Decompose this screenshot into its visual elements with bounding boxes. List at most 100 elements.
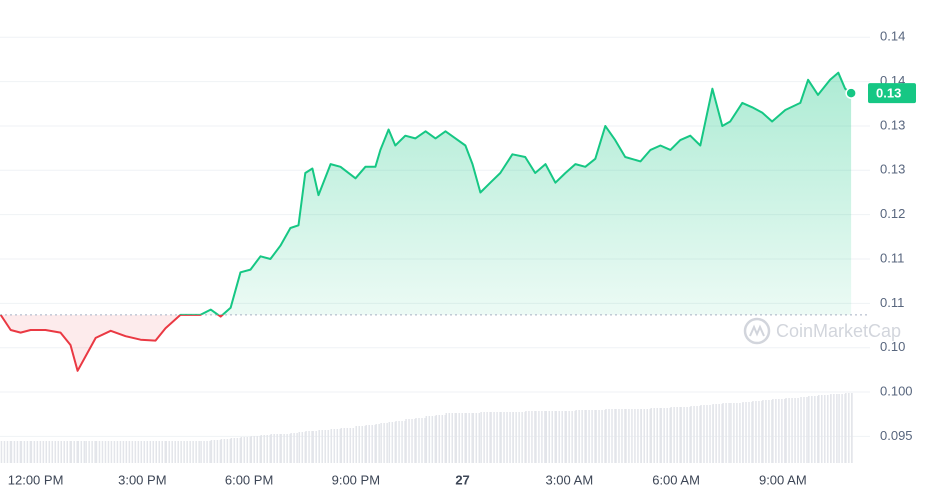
volume-stripe <box>10 441 13 463</box>
y-tick-label: 0.13 <box>880 162 905 177</box>
volume-stripe <box>458 413 460 463</box>
volume-bar <box>388 422 397 463</box>
volume-bar <box>525 411 536 463</box>
volume-stripe <box>574 411 576 463</box>
volume-stripe <box>104 441 107 463</box>
volume-bar <box>680 407 691 463</box>
volume-stripe <box>368 425 370 463</box>
volume-stripe <box>198 441 200 463</box>
volume-stripe <box>180 441 182 463</box>
volume-stripe <box>761 401 763 463</box>
volume-stripe <box>471 413 473 463</box>
volume-stripe <box>315 431 317 463</box>
volume-stripe <box>283 434 285 463</box>
volume-stripe <box>755 401 757 463</box>
volume-stripe <box>91 441 93 463</box>
volume-bar <box>180 441 200 463</box>
volume-stripe <box>454 413 456 463</box>
volume-stripe <box>765 400 767 463</box>
volume-bar <box>851 393 853 463</box>
volume-stripe <box>733 403 735 463</box>
volume-stripe <box>155 441 157 463</box>
volume-stripe <box>595 410 597 463</box>
volume-stripe <box>358 426 360 463</box>
volume-stripe <box>308 431 310 463</box>
volume-stripe <box>239 438 242 463</box>
volume-stripe <box>528 411 530 463</box>
volume-stripe <box>69 441 71 463</box>
volume-stripe <box>189 441 191 463</box>
volume-bar <box>585 410 596 463</box>
volume-stripe <box>836 394 838 463</box>
volume-stripe <box>383 423 385 463</box>
volume-stripe <box>388 422 391 463</box>
volume-stripe <box>336 429 339 463</box>
volume-bar <box>640 409 651 463</box>
volume-stripe <box>128 441 131 463</box>
volume-stripe <box>305 431 307 463</box>
volume-bar <box>95 441 110 463</box>
volume-bar <box>365 425 376 463</box>
volume-stripe <box>229 439 232 463</box>
volume-stripe <box>371 425 373 463</box>
volume-stripe <box>693 406 695 463</box>
volume-stripe <box>233 438 236 463</box>
volume-stripe <box>161 441 163 463</box>
volume-stripe <box>788 398 790 463</box>
volume-stripe <box>36 441 39 463</box>
volume-stripe <box>605 409 607 463</box>
volume-stripe <box>503 412 505 463</box>
volume-stripe <box>535 411 537 463</box>
volume-stripe <box>653 408 655 463</box>
volume-stripe <box>311 431 313 463</box>
volume-stripe <box>643 409 645 463</box>
volume-stripe <box>431 416 434 463</box>
volume-stripe <box>745 402 747 463</box>
volume-stripe <box>821 395 823 463</box>
volume-stripe <box>604 410 606 463</box>
volume-stripe <box>518 412 520 463</box>
volume-stripe <box>534 411 536 463</box>
volume-stripe <box>611 409 613 463</box>
volume-bar <box>615 409 626 463</box>
volume-bar <box>340 428 355 463</box>
volume-stripe <box>355 426 357 463</box>
volume-stripe <box>206 441 208 463</box>
volume-bar <box>575 410 586 463</box>
volume-stripe <box>621 409 623 463</box>
x-tick-label: 3:00 PM <box>118 472 166 487</box>
volume-stripe <box>51 441 54 463</box>
price-badge <box>868 83 916 104</box>
volume-stripe <box>29 441 32 463</box>
volume-stripe <box>541 411 543 463</box>
volume-stripe <box>375 424 377 463</box>
volume-stripe <box>525 411 527 463</box>
volume-stripe <box>164 441 166 463</box>
volume-stripe <box>680 407 682 463</box>
volume-stripe <box>551 411 553 463</box>
volume-stripe <box>394 422 397 463</box>
volume-stripe <box>333 429 336 463</box>
volume-stripe <box>730 403 732 463</box>
volume-stripe <box>591 410 593 463</box>
volume-stripe <box>183 441 185 463</box>
volume-stripe <box>137 441 140 463</box>
volume-stripe <box>23 441 26 463</box>
volume-bar <box>465 413 473 463</box>
volume-stripe <box>803 397 805 463</box>
volume-stripe <box>42 441 45 463</box>
volume-stripe <box>16 441 19 463</box>
volume-bar <box>595 410 606 463</box>
volume-stripe <box>830 394 832 463</box>
x-tick-label: 9:00 AM <box>759 472 807 487</box>
volume-bar <box>752 401 763 463</box>
volume-stripe <box>438 415 441 463</box>
volume-bar <box>125 441 140 463</box>
volume-stripe <box>827 395 829 463</box>
volume-stripe <box>762 400 764 463</box>
volume-stripe <box>408 419 410 463</box>
volume-bar <box>240 437 252 463</box>
volume-stripe <box>554 411 556 463</box>
volume-stripe <box>475 413 478 463</box>
